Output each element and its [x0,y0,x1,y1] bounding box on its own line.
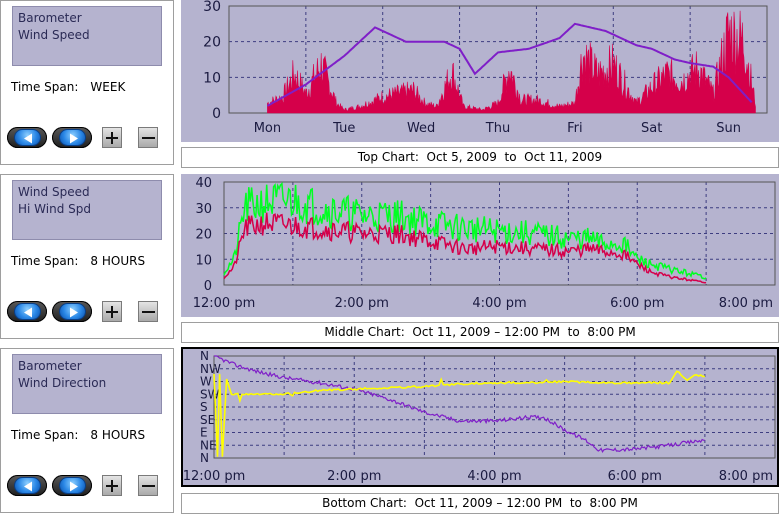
x-tick-label: 12:00 pm [193,296,256,311]
y-tick-label: 10 [203,70,221,86]
x-tick-label: 4:00 pm [467,469,521,484]
y-tick-label: 40 [195,176,212,191]
y-tick-label: NE [200,438,217,452]
x-tick-label: Sun [716,121,741,136]
x-tick-label: 2:00 pm [335,296,389,311]
y-tick-label: 10 [195,253,212,268]
left-arrow-icon [14,477,41,494]
top-chart-plot[interactable]: 0 10 20 30 Mon Tue Wed Thu Fri Sat Sun [181,0,779,142]
y-tick-label: 20 [203,35,221,51]
barometer-series [266,22,753,107]
top-series-list[interactable]: Barometer Wind Speed [12,6,162,66]
time-span-label: Time Span: [11,254,79,268]
time-span-label: Time Span: [11,80,79,94]
minus-icon [142,137,155,139]
minus-icon [142,311,155,313]
y-tick-label: W [200,375,212,389]
middle-back-button[interactable] [7,301,47,322]
middle-zoom-in-button[interactable] [102,301,122,322]
y-tick-label: SE [200,413,215,427]
top-forward-button[interactable] [52,127,92,148]
bottom-zoom-out-button[interactable] [138,475,158,496]
y-tick-label: 0 [212,106,221,122]
bottom-time-span: Time Span: 8 HOURS [11,428,145,442]
y-tick-label: NW [200,362,221,376]
x-tick-label: 8:00 pm [719,296,773,311]
bottom-series-list[interactable]: Barometer Wind Direction [12,354,162,414]
x-tick-label: 12:00 pm [183,469,245,484]
x-tick-label: Tue [332,121,355,136]
bottom-series-item-2[interactable]: Wind Direction [18,376,107,390]
y-tick-label: N [200,451,209,465]
bottom-zoom-in-button[interactable] [102,475,122,496]
y-tick-label: 30 [195,202,212,217]
top-chart-controls: Barometer Wind Speed Time Span: WEEK [0,0,174,165]
middle-chart-controls: Wind Speed Hi Wind Spd Time Span: 8 HOURS [0,174,174,339]
bottom-chart[interactable]: N NE E SE S SW W NW N 12:00 pm 2:00 pm 4:00 pm 6:00 … [181,347,779,487]
y-tick-label: 0 [204,279,212,294]
x-tick-label: 6:00 pm [608,469,662,484]
bottom-back-button[interactable] [7,475,47,496]
x-tick-label: Mon [254,121,281,136]
top-chart[interactable]: 0 10 20 30 Mon Tue Wed Thu Fri Sat Sun [181,0,779,142]
y-tick-label: 20 [195,228,212,243]
right-arrow-icon [59,303,86,320]
y-tick-label: SW [200,387,220,401]
middle-time-span: Time Span: 8 HOURS [11,254,145,268]
middle-series-list[interactable]: Wind Speed Hi Wind Spd [12,180,162,240]
plus-icon [106,132,118,144]
right-arrow-icon [59,129,86,146]
y-tick-label: E [200,426,208,440]
middle-series-item-1[interactable]: Wind Speed [18,185,90,199]
middle-chart[interactable]: 0 10 20 30 40 12:00 pm 2:00 pm 4:00 pm 6:00 pm 8:… [181,174,779,317]
wind-speed-series [267,10,756,114]
plot-frame [213,355,776,459]
left-arrow-icon [14,129,41,146]
bottom-time-span-value[interactable]: 8 HOURS [90,428,146,442]
top-time-span-value[interactable]: WEEK [90,80,126,94]
bottom-forward-button[interactable] [52,475,92,496]
bottom-chart-controls: Barometer Wind Direction Time Span: 8 HOU… [0,348,174,513]
x-tick-label: Wed [407,121,435,136]
top-zoom-in-button[interactable] [102,127,122,148]
plus-icon [106,306,118,318]
top-series-item-1[interactable]: Barometer [18,11,82,25]
bottom-series-item-1[interactable]: Barometer [18,359,82,373]
middle-zoom-out-button[interactable] [138,301,158,322]
x-tick-label: 4:00 pm [472,296,526,311]
y-tick-label: 30 [203,0,221,15]
top-back-button[interactable] [7,127,47,148]
x-tick-label: Thu [485,121,510,136]
y-tick-label: N [200,349,209,363]
wind-speed-series [223,212,707,284]
middle-time-span-value[interactable]: 8 HOURS [90,254,146,268]
middle-series-item-2[interactable]: Hi Wind Spd [18,202,91,216]
hi-wind-speed-series [223,182,707,280]
top-time-span: Time Span: WEEK [11,80,125,94]
x-tick-label: 2:00 pm [327,469,381,484]
left-arrow-icon [14,303,41,320]
right-arrow-icon [59,477,86,494]
top-zoom-out-button[interactable] [138,127,158,148]
x-tick-label: 6:00 pm [610,296,664,311]
top-series-item-2[interactable]: Wind Speed [18,28,90,42]
x-tick-label: 8:00 pm [719,469,773,484]
middle-chart-caption: Middle Chart: Oct 11, 2009 – 12:00 PM to… [181,322,779,343]
middle-forward-button[interactable] [52,301,92,322]
plus-icon [106,480,118,492]
time-span-label: Time Span: [11,428,79,442]
x-tick-label: Fri [567,121,583,136]
plot-frame [223,181,776,286]
bottom-chart-caption: Bottom Chart: Oct 11, 2009 – 12:00 PM to… [181,493,779,514]
minus-icon [142,485,155,487]
wind-direction-series [213,370,705,457]
top-chart-caption: Top Chart: Oct 5, 2009 to Oct 11, 2009 [181,147,779,168]
barometer-series [214,355,705,454]
y-tick-label: S [200,400,208,414]
middle-chart-plot[interactable]: 0 10 20 30 40 12:00 pm 2:00 pm 4:00 pm 6:00 pm 8:… [181,174,779,317]
x-tick-label: Sat [641,121,662,136]
